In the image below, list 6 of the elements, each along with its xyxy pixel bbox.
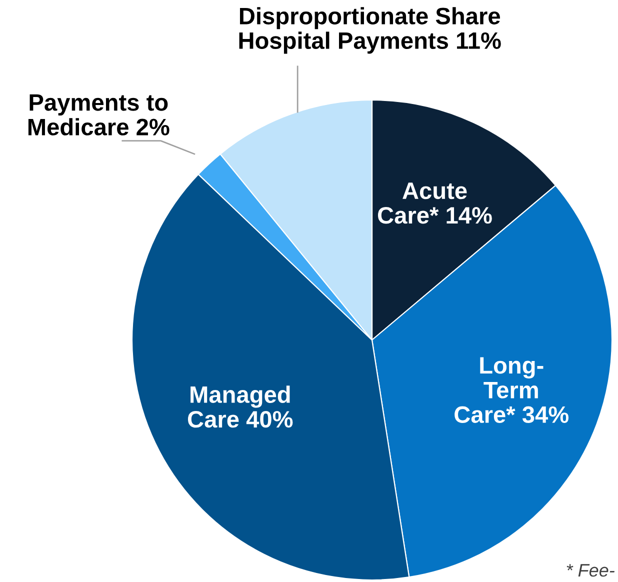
slice-label: Acute Care* 14% [378,182,492,224]
slice-label: Long- Term Care* 34% [454,357,569,424]
slice-label: Payments to Medicare 2% [28,94,170,136]
slice-label: Disproportionate Share Hospital Payments 11% [239,7,501,54]
text: * Fee- [566,564,615,577]
slice-label: Managed Care 40% [188,386,293,428]
